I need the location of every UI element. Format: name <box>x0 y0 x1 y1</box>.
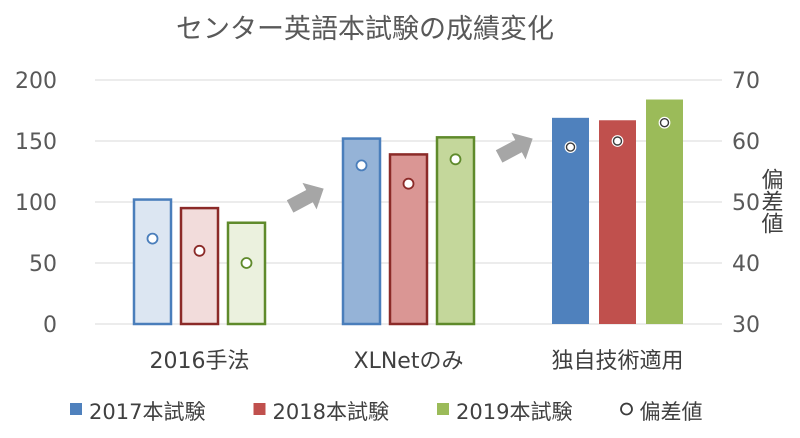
bar <box>388 153 429 326</box>
y2-tick-label: 70 <box>732 69 760 94</box>
legend-label: 2018本試験 <box>273 400 389 424</box>
category-label: 独自技術適用 <box>551 349 683 374</box>
category-label: XLNetのみ <box>354 349 464 374</box>
legend-label: 偏差値 <box>640 400 703 424</box>
right-axis: 30 40 50 60 70 <box>732 69 760 338</box>
bars <box>132 99 683 326</box>
deviation-marker-inner <box>612 136 623 146</box>
bar <box>226 221 267 326</box>
deviation-marker-inner <box>565 142 576 152</box>
deviation-markers <box>146 116 671 269</box>
left-axis: 0 50 100 150 200 <box>15 69 57 338</box>
legend-label: 2017本試験 <box>89 400 205 424</box>
arrows <box>286 132 533 213</box>
deviation-marker <box>449 153 462 166</box>
deviation-marker <box>240 257 253 269</box>
legend-marker <box>620 402 633 416</box>
right-axis-label: 偏差値 <box>758 168 784 234</box>
deviation-marker <box>146 232 159 245</box>
y-tick-label: 50 <box>29 252 57 277</box>
deviation-marker <box>193 244 206 257</box>
legend-swatch <box>253 403 266 415</box>
legend: 2017本試験 2018本試験 2019本試験 偏差値 <box>70 400 703 424</box>
legend-label: 2019本試験 <box>456 400 572 424</box>
bar <box>646 99 683 325</box>
arrow-shape <box>495 132 533 163</box>
chart-title: センター英語本試験の成績変化 <box>176 14 554 45</box>
arrow-icon <box>495 132 533 163</box>
bar <box>132 198 173 326</box>
y2-tick-label: 30 <box>732 313 760 338</box>
bar <box>179 206 220 326</box>
arrow-shape <box>286 182 324 213</box>
y2-tick-label: 50 <box>732 191 760 216</box>
legend-swatch <box>70 403 82 415</box>
legend-swatch <box>437 403 449 415</box>
deviation-marker <box>402 177 415 190</box>
y2-tick-label: 60 <box>732 130 760 155</box>
y-tick-label: 100 <box>15 191 57 216</box>
category-label: 2016手法 <box>150 349 250 374</box>
arrow-icon <box>286 182 324 213</box>
y2-tick-label: 40 <box>732 252 760 277</box>
bar <box>599 120 636 324</box>
category-labels: 2016手法 XLNetのみ 独自技術適用 <box>150 349 684 374</box>
deviation-marker <box>355 159 368 172</box>
y-tick-label: 200 <box>15 69 57 94</box>
y-tick-label: 150 <box>15 130 57 155</box>
y-tick-label: 0 <box>43 313 57 338</box>
deviation-marker-inner <box>659 117 670 128</box>
bar <box>435 136 476 326</box>
